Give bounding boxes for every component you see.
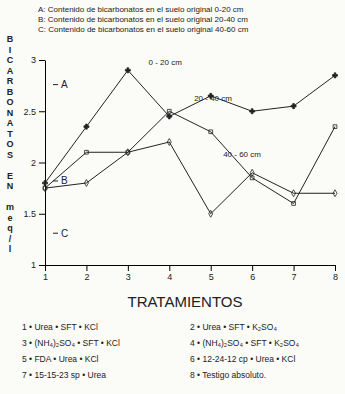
treatment: 2 • Urea • SFT • K₂SO₄: [190, 322, 277, 332]
series-marker: [333, 125, 337, 129]
series-marker: [292, 202, 296, 206]
x-axis-line: [46, 265, 336, 266]
x-tick-label: 6: [250, 272, 255, 282]
series-marker: [125, 68, 130, 73]
y-tick-label: 1.5: [23, 209, 36, 219]
x-tick-mark: [45, 265, 46, 271]
x-tick-label: 7: [292, 272, 297, 282]
x-axis: 1 2 3 4 5 6 7 8: [43, 265, 338, 282]
series-marker: [84, 180, 88, 187]
y-axis: 1 1.5 2 2.5 3: [23, 55, 45, 270]
x-tick: 1: [43, 265, 48, 282]
x-tick: 3: [126, 265, 131, 282]
y-tick-mark: [39, 111, 45, 112]
treatment: 1 • Urea • SFT • KCl: [22, 322, 98, 332]
series-marker: [167, 114, 172, 119]
x-tick: 6: [250, 265, 255, 282]
series-marker: [84, 124, 89, 129]
x-tick: 8: [333, 265, 338, 282]
series-line: [45, 70, 335, 183]
series-marker: [85, 150, 89, 154]
series-marker: [209, 210, 213, 217]
x-tick-mark: [335, 265, 336, 271]
y-tick: 2.5: [23, 107, 45, 117]
y-tick: 1.5: [23, 209, 45, 219]
y-tick-label: 2.5: [23, 107, 36, 117]
y-tick-label: 2: [31, 158, 36, 168]
plot-area: [42, 68, 337, 217]
y-axis-title: BICARBONATOS EN meq/l: [6, 34, 14, 254]
y-tick: 2: [31, 158, 45, 168]
y-tick-label: 3: [31, 55, 36, 65]
annotation: 20 - 40 cm: [194, 94, 232, 103]
y-tick-label: 1: [31, 260, 36, 270]
x-tick: 4: [167, 265, 172, 282]
note: A: Contenido de bicarbonatos en el suelo…: [38, 5, 244, 14]
series-line: [45, 142, 335, 214]
series-marker: [43, 185, 47, 192]
treatments: 1 • Urea • SFT • KCl 2 • Urea • SFT • K₂S…: [22, 322, 299, 380]
series-marker: [250, 169, 254, 176]
treatment: 3 • (NH₄)₂SO₄ • SFT • KCl: [22, 338, 120, 348]
series-marker: [332, 73, 337, 78]
x-tick-label: 5: [209, 272, 214, 282]
x-axis-title: TRATAMIENTOS: [127, 293, 242, 310]
y-axis-line: [45, 61, 46, 266]
notes: A: Contenido de bicarbonatos en el suelo…: [38, 5, 249, 34]
chart: A: Contenido de bicarbonatos en el suelo…: [0, 0, 345, 394]
x-tick-mark: [128, 265, 129, 271]
x-tick-mark: [86, 265, 87, 271]
series-marker: [250, 109, 255, 114]
x-tick-mark: [211, 265, 212, 271]
annotation: 40 - 60 cm: [223, 150, 261, 159]
x-tick-label: 3: [126, 272, 131, 282]
reference-label: B: [61, 175, 68, 186]
series-marker: [167, 109, 171, 113]
annotation: 0 - 20 cm: [149, 58, 183, 67]
x-tick-label: 8: [333, 272, 338, 282]
y-tick-mark: [39, 60, 45, 61]
series-marker: [291, 104, 296, 109]
treatment: 4 • (NH₄)₂SO₄ • SFT • K₂SO₄: [190, 338, 299, 348]
x-tick-label: 1: [43, 272, 48, 282]
x-tick-label: 2: [84, 272, 89, 282]
y-tick: 3: [31, 55, 45, 65]
note: C: Contenido de bicarbonatos en el suelo…: [38, 25, 249, 34]
series-marker: [209, 130, 213, 134]
treatment: 5 • FDA • Urea • KCl: [22, 354, 99, 364]
series-line: [45, 111, 335, 203]
reference-label: A: [61, 79, 68, 90]
treatment: 7 • 15-15-23 sp • Urea: [22, 370, 106, 380]
note: B: Contenido de bicarbonatos en el suelo…: [38, 15, 248, 24]
x-tick: 7: [292, 265, 297, 282]
series-marker: [292, 190, 296, 197]
annotations: 0 - 20 cm 20 - 40 cm 40 - 60 cm: [149, 58, 262, 159]
y-tick-mark: [39, 214, 45, 215]
treatment: 6 • 12-24-12 cp • Urea • KCl: [190, 354, 295, 364]
x-tick-mark: [252, 265, 253, 271]
reference-mark: [53, 233, 58, 234]
x-tick: 2: [84, 265, 89, 282]
x-tick: 5: [209, 265, 214, 282]
x-tick-mark: [169, 265, 170, 271]
y-tick-mark: [39, 163, 45, 164]
series-marker: [167, 139, 171, 146]
reference-mark: [53, 84, 58, 85]
reference-levels: A B C: [53, 79, 68, 239]
x-tick-mark: [294, 265, 295, 271]
treatment: 8 • Testigo absoluto.: [190, 370, 266, 380]
series-marker: [126, 149, 130, 156]
x-tick-label: 4: [167, 272, 172, 282]
y-tick-mark: [39, 265, 45, 266]
y-tick: 1: [31, 260, 45, 270]
series-marker: [333, 190, 337, 197]
reference-label: C: [61, 228, 68, 239]
